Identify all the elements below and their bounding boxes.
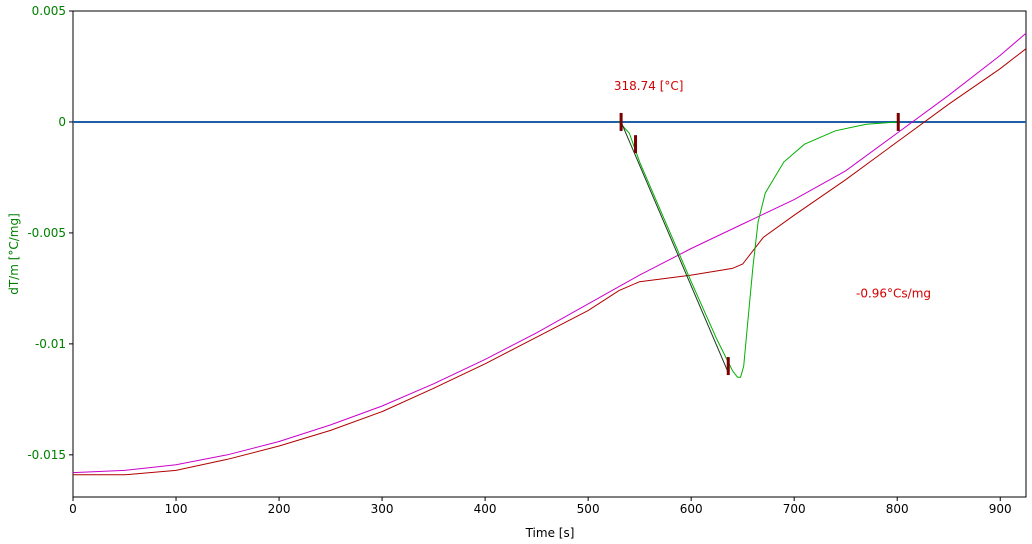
y-axis-title: dT/m [°C/mg]	[7, 213, 21, 295]
plot-area-frame	[72, 10, 1027, 498]
event-marker	[634, 135, 638, 154]
event-marker	[619, 112, 623, 131]
series-line-green	[618, 121, 898, 378]
series-line-tangent	[620, 121, 729, 373]
event-marker	[726, 357, 730, 376]
x-axis: 0 100 200 300 400 500 600 700 800 900	[69, 497, 1012, 516]
y-tick-label: -0.01	[35, 337, 66, 351]
x-tick-label: 0	[69, 502, 77, 516]
y-axis: 0.005 0 -0.005 -0.01 -0.015	[27, 4, 73, 462]
x-tick-label: 500	[577, 502, 600, 516]
x-axis-title: Time [s]	[525, 526, 575, 540]
annotation-label: 318.74 [°C]	[614, 79, 684, 93]
x-tick-label: 700	[783, 502, 806, 516]
x-tick-label: 600	[680, 502, 703, 516]
x-tick-label: 100	[165, 502, 188, 516]
x-tick-label: 300	[371, 502, 394, 516]
y-tick-label: -0.015	[27, 448, 66, 462]
marker-layer	[619, 112, 900, 376]
x-tick-label: 400	[474, 502, 497, 516]
y-tick-label: 0.005	[32, 4, 66, 18]
series-line-red	[73, 48, 1027, 476]
y-tick-label: -0.005	[27, 226, 66, 240]
y-tick-label: 0	[58, 115, 66, 129]
event-marker	[896, 112, 900, 131]
x-tick-label: 800	[886, 502, 909, 516]
annotation-label: -0.96°Cs/mg	[856, 286, 931, 300]
series-layer	[72, 32, 1027, 476]
x-tick-label: 900	[989, 502, 1012, 516]
annotation-layer: 318.74 [°C] -0.96°Cs/mg	[614, 79, 931, 300]
x-tick-label: 200	[268, 502, 291, 516]
series-line-magenta	[72, 32, 1027, 474]
